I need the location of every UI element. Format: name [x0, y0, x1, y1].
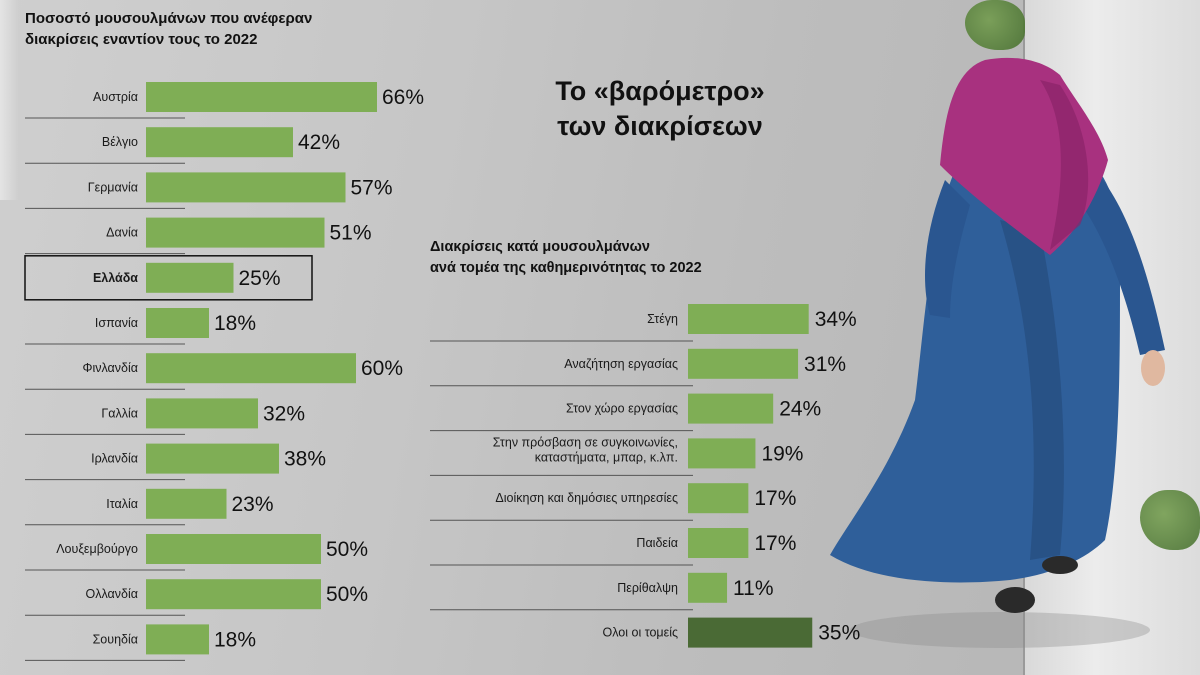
category-label: Περίθαλψη	[617, 581, 678, 595]
category-label: Λουξεμβούργο	[56, 542, 138, 556]
category-label: Διοίκηση και δημόσιες υπηρεσίες	[495, 491, 678, 505]
bar	[688, 348, 799, 379]
value-label: 51%	[330, 222, 372, 245]
bar	[146, 398, 258, 429]
bar	[146, 308, 209, 338]
bar	[146, 172, 346, 203]
category-label: Ιρλανδία	[91, 452, 138, 466]
category-label: Γαλλία	[101, 406, 138, 420]
bar	[688, 304, 809, 334]
value-label: 11%	[733, 577, 773, 600]
bar	[146, 624, 209, 655]
value-label: 24%	[779, 398, 821, 421]
value-label: 31%	[804, 353, 846, 376]
category-label: Ισπανία	[95, 316, 138, 330]
category-label-line: καταστήματα, μπαρ, κ.λπ.	[535, 450, 678, 464]
bar	[688, 438, 756, 469]
bar	[146, 579, 321, 610]
bar	[146, 443, 279, 474]
value-label: 34%	[815, 308, 857, 331]
category-label: Ολοι οι τομείς	[603, 626, 678, 640]
value-label: 35%	[818, 622, 860, 645]
category-label: Στην πρόσβαση σε συγκοινωνίες, καταστήματ…	[493, 435, 678, 464]
chart-right-title-line2: ανά τομέα της καθημερινότητας το 2022	[430, 260, 702, 276]
value-label: 32%	[263, 402, 305, 425]
bar	[688, 393, 774, 424]
background-plant	[965, 0, 1025, 50]
chart-right-title-line1: Διακρίσεις κατά μουσουλμάνων	[430, 239, 650, 255]
bar	[146, 262, 234, 293]
value-label: 18%	[214, 628, 256, 651]
value-label: 50%	[326, 583, 368, 606]
bar	[146, 127, 293, 158]
category-label: Βέλγιο	[102, 135, 138, 149]
bar	[146, 534, 321, 564]
value-label: 23%	[232, 493, 274, 516]
category-label: Ιταλία	[106, 497, 138, 511]
value-label: 42%	[298, 131, 340, 154]
value-label: 17%	[754, 532, 796, 555]
value-label: 17%	[754, 487, 796, 510]
category-label: Σουηδία	[93, 632, 138, 646]
chart-right-title: Διακρίσεις κατά μουσουλμάνων ανά τομέα τ…	[430, 237, 702, 279]
chart-left-title-line1: Ποσοστό μουσουλμάνων που ανέφεραν	[25, 10, 313, 27]
bar	[146, 217, 325, 248]
headline-line1: Το «βαρόμετρο»	[555, 76, 765, 106]
category-label: Αυστρία	[93, 90, 138, 104]
value-label: 19%	[761, 442, 803, 465]
value-label: 18%	[214, 312, 256, 335]
value-label: 50%	[326, 538, 368, 561]
value-label: 57%	[351, 176, 393, 199]
headline-line2: των διακρίσεων	[557, 111, 763, 141]
background-pole	[0, 0, 18, 200]
bar	[688, 572, 728, 603]
bar	[146, 353, 356, 384]
value-label: 38%	[284, 448, 326, 471]
background-plant	[1140, 490, 1200, 550]
category-label: Φινλανδία	[83, 361, 139, 375]
highlight-box	[24, 255, 313, 301]
chart-left-title-line2: διακρίσεις εναντίον τους το 2022	[25, 31, 258, 48]
category-label: Δανία	[106, 226, 138, 240]
category-label-line: Στην πρόσβαση σε συγκοινωνίες,	[493, 435, 678, 449]
bar	[688, 528, 749, 558]
category-label: Στέγη	[647, 312, 678, 326]
category-label: Ολλανδία	[86, 587, 138, 601]
bar	[146, 488, 227, 519]
chart-left-title: Ποσοστό μουσουλμάνων που ανέφεραν διακρί…	[25, 8, 312, 50]
category-label: Παιδεία	[636, 536, 678, 550]
category-label: Αναζήτηση εργασίας	[564, 357, 678, 371]
bar	[688, 617, 813, 648]
category-label: Γερμανία	[88, 180, 138, 194]
value-label: 60%	[361, 357, 403, 380]
bar	[688, 483, 749, 514]
headline: Το «βαρόμετρο» των διακρίσεων	[500, 74, 820, 144]
category-label: Ελλάδα	[93, 271, 138, 285]
category-label: Στον χώρο εργασίας	[566, 402, 678, 416]
value-label: 25%	[239, 267, 281, 290]
value-label: 66%	[382, 86, 424, 109]
bar	[146, 82, 377, 112]
